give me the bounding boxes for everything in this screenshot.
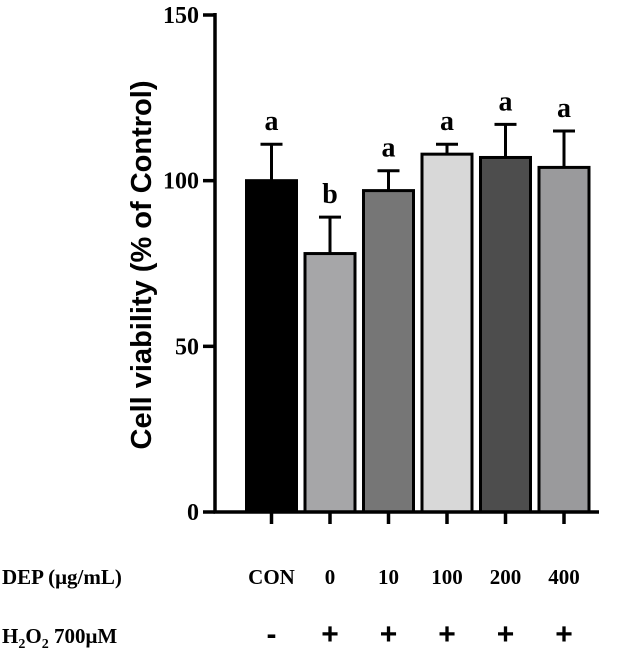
- axes-group: [203, 13, 599, 524]
- h2o2-symbol-0: -: [267, 618, 277, 651]
- y-tick-label-3: 150: [163, 3, 199, 29]
- h2o2-row-label: H2O2 700μM: [2, 624, 117, 652]
- category-label-1: 0: [325, 565, 336, 589]
- h2o2-symbol-4: +: [497, 618, 515, 651]
- bar-1: [303, 252, 357, 514]
- h2o2-o: O: [25, 624, 41, 648]
- h2o2-sub1: 2: [18, 637, 25, 652]
- h2o2-symbol-1: +: [321, 618, 339, 651]
- bar-3: [420, 152, 474, 514]
- significance-letter-2: a: [382, 133, 396, 164]
- y-tick-label-0: 0: [187, 500, 199, 526]
- category-label-0: CON: [248, 565, 295, 589]
- h2o2-symbol-3: +: [438, 618, 456, 651]
- bars-group: [245, 152, 591, 514]
- dep-row-label: DEP (μg/mL): [2, 565, 122, 589]
- significance-letter-3: a: [440, 106, 454, 137]
- category-label-4: 200: [490, 565, 522, 589]
- labels-group: a b a a a a 0 50 100 150 CON - 0 +10 +100 +200 +400 +: [163, 3, 580, 651]
- y-tick-label-2: 100: [163, 169, 199, 195]
- significance-letter-4: a: [499, 86, 513, 117]
- h2o2-symbol-5: +: [555, 618, 573, 651]
- h2o2-symbol-2: +: [380, 618, 398, 651]
- h2o2-sub2: 2: [42, 637, 49, 652]
- y-axis-label: Cell viability (% of Control): [126, 81, 158, 450]
- category-label-3: 100: [431, 565, 463, 589]
- h2o2-concentration: 700μM: [49, 624, 118, 648]
- bar-4: [479, 155, 532, 514]
- category-label-2: 10: [378, 565, 399, 589]
- significance-letter-1: b: [322, 179, 338, 210]
- bar-0: [245, 179, 298, 514]
- significance-letter-5: a: [557, 93, 571, 124]
- h2o2-h: H: [2, 624, 18, 648]
- y-tick-label-1: 50: [175, 334, 199, 360]
- category-label-5: 400: [548, 565, 580, 589]
- bar-5: [537, 165, 591, 514]
- significance-letter-0: a: [265, 106, 279, 137]
- bar-2: [362, 189, 415, 514]
- error-bars-group: [260, 122, 575, 254]
